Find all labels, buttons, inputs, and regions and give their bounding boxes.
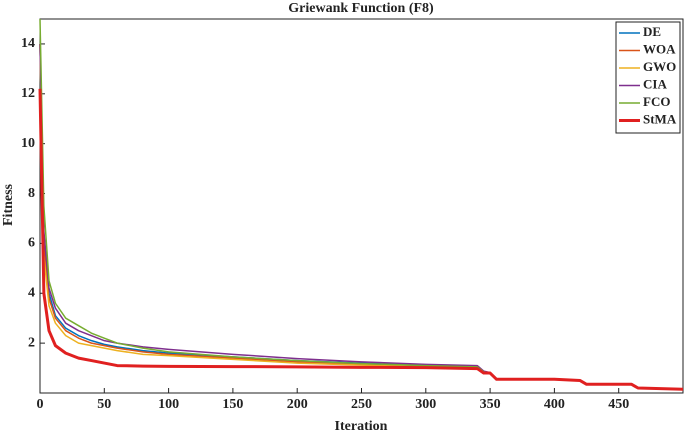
x-tick-label: 450	[608, 397, 629, 412]
x-tick-label: 150	[222, 397, 243, 412]
x-tick-label: 200	[287, 397, 308, 412]
y-tick-label: 6	[28, 236, 35, 251]
legend-label: CIA	[643, 76, 667, 91]
x-tick-label: 300	[415, 397, 436, 412]
x-tick-label: 400	[544, 397, 565, 412]
legend-label: FCO	[643, 94, 670, 109]
y-tick-label: 8	[28, 186, 35, 201]
x-axis-label: Iteration	[335, 419, 388, 434]
legend-label: GWO	[643, 59, 676, 74]
x-tick-label: 250	[351, 397, 372, 412]
x-tick-label: 0	[37, 397, 44, 412]
y-tick-label: 4	[28, 285, 35, 300]
y-tick-label: 14	[21, 36, 35, 51]
y-tick-label: 12	[21, 86, 35, 101]
x-tick-label: 50	[97, 397, 111, 412]
legend-label: WOA	[643, 41, 676, 56]
legend-label: StMA	[643, 111, 677, 126]
y-tick-label: 2	[28, 335, 35, 350]
chart-title: Griewank Function (F8)	[288, 1, 434, 16]
legend-box	[615, 21, 681, 134]
plot-area	[39, 18, 684, 394]
legend-label: DE	[643, 24, 661, 39]
y-tick-label: 10	[21, 136, 35, 151]
x-tick-label: 350	[480, 397, 501, 412]
series-line	[38, 88, 684, 391]
x-tick-label: 100	[158, 397, 179, 412]
y-axis-label: Fitness	[1, 183, 16, 226]
legend: DE WOA GWO CIA FCO StMA	[615, 21, 681, 134]
